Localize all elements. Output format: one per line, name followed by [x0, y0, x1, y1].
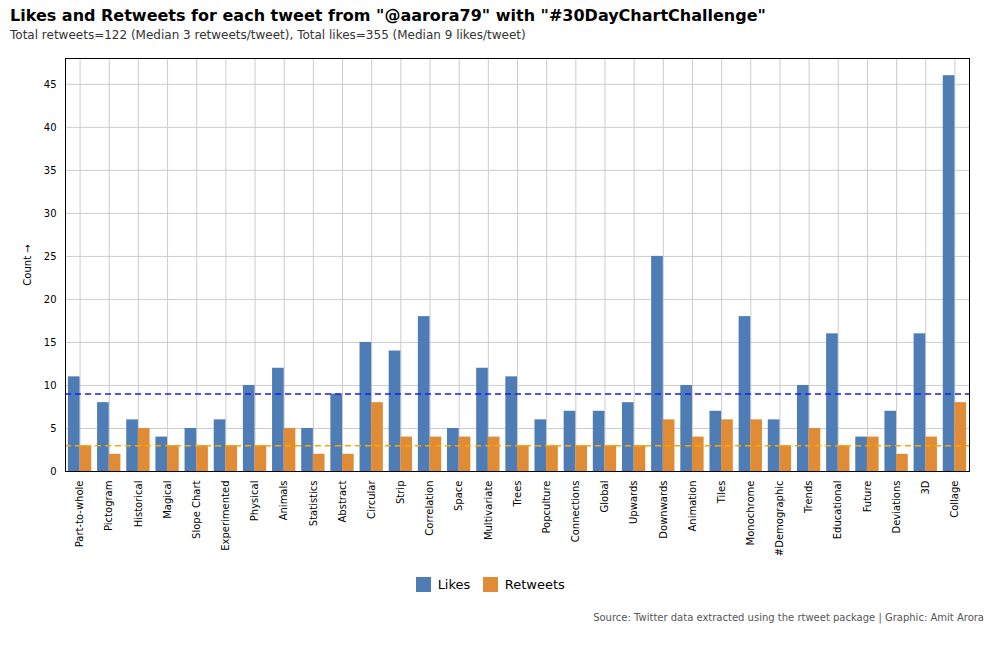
- svg-text:Statistics: Statistics: [308, 481, 319, 527]
- svg-text:Physical: Physical: [249, 481, 260, 522]
- html-text:Retweets: Retweets: [504, 577, 565, 592]
- svg-text:Popculture: Popculture: [541, 481, 552, 534]
- svg-text:Trees: Trees: [512, 481, 523, 508]
- html-text:Total retweets=122 (Median 3 r: Total retweets=122 (Median 3 retweets/tw…: [10, 28, 526, 42]
- svg-text:Monochrome: Monochrome: [745, 481, 756, 546]
- svg-text:10: 10: [44, 380, 57, 391]
- svg-text:15: 15: [44, 337, 57, 348]
- svg-text:Future: Future: [862, 481, 873, 513]
- svg-text:35: 35: [44, 165, 57, 176]
- svg-text:Experimented: Experimented: [220, 481, 231, 551]
- svg-text:30: 30: [44, 208, 57, 219]
- html-text:Likes: Likes: [437, 577, 471, 592]
- svg-text:Downwards: Downwards: [658, 481, 669, 539]
- svg-text:Magical: Magical: [162, 481, 173, 519]
- html-text:Likes and Retweets for each tw: Likes and Retweets for each tweet from "…: [10, 6, 766, 25]
- svg-text:Space: Space: [453, 481, 464, 511]
- svg-text:Abstract: Abstract: [337, 480, 348, 522]
- svg-text:45: 45: [44, 79, 57, 90]
- svg-text:25: 25: [44, 251, 57, 262]
- svg-text:40: 40: [44, 122, 57, 133]
- svg-text:5: 5: [50, 423, 56, 434]
- svg-text:0: 0: [50, 466, 56, 477]
- svg-text:Upwards: Upwards: [628, 481, 639, 524]
- svg-text:Part-to-whole: Part-to-whole: [74, 481, 85, 548]
- svg-text:Slope Chart: Slope Chart: [191, 480, 202, 538]
- svg-text:3D: 3D: [920, 480, 931, 494]
- svg-text:Collage: Collage: [949, 481, 960, 518]
- html-text:Source: Twitter data extracted: Source: Twitter data extracted using the…: [593, 611, 984, 623]
- svg-text:Multivariate: Multivariate: [483, 481, 494, 541]
- svg-text:Animation: Animation: [687, 481, 698, 532]
- svg-text:Count →: Count →: [22, 244, 33, 285]
- svg-text:Correlation: Correlation: [424, 481, 435, 536]
- svg-text:Circular: Circular: [366, 480, 377, 519]
- svg-text:Educational: Educational: [832, 481, 843, 540]
- svg-text:Strip: Strip: [395, 481, 406, 505]
- svg-text:Global: Global: [599, 481, 610, 513]
- svg-text:Pictogram: Pictogram: [103, 481, 114, 531]
- svg-text:Animals: Animals: [278, 481, 289, 521]
- svg-text:#Demographic: #Demographic: [774, 481, 785, 557]
- svg-text:Historical: Historical: [133, 481, 144, 528]
- svg-text:20: 20: [44, 294, 57, 305]
- svg-text:Tiles: Tiles: [716, 481, 727, 505]
- svg-text:Deviations: Deviations: [891, 481, 902, 534]
- svg-text:Trends: Trends: [803, 481, 814, 515]
- svg-text:Connections: Connections: [570, 481, 581, 543]
